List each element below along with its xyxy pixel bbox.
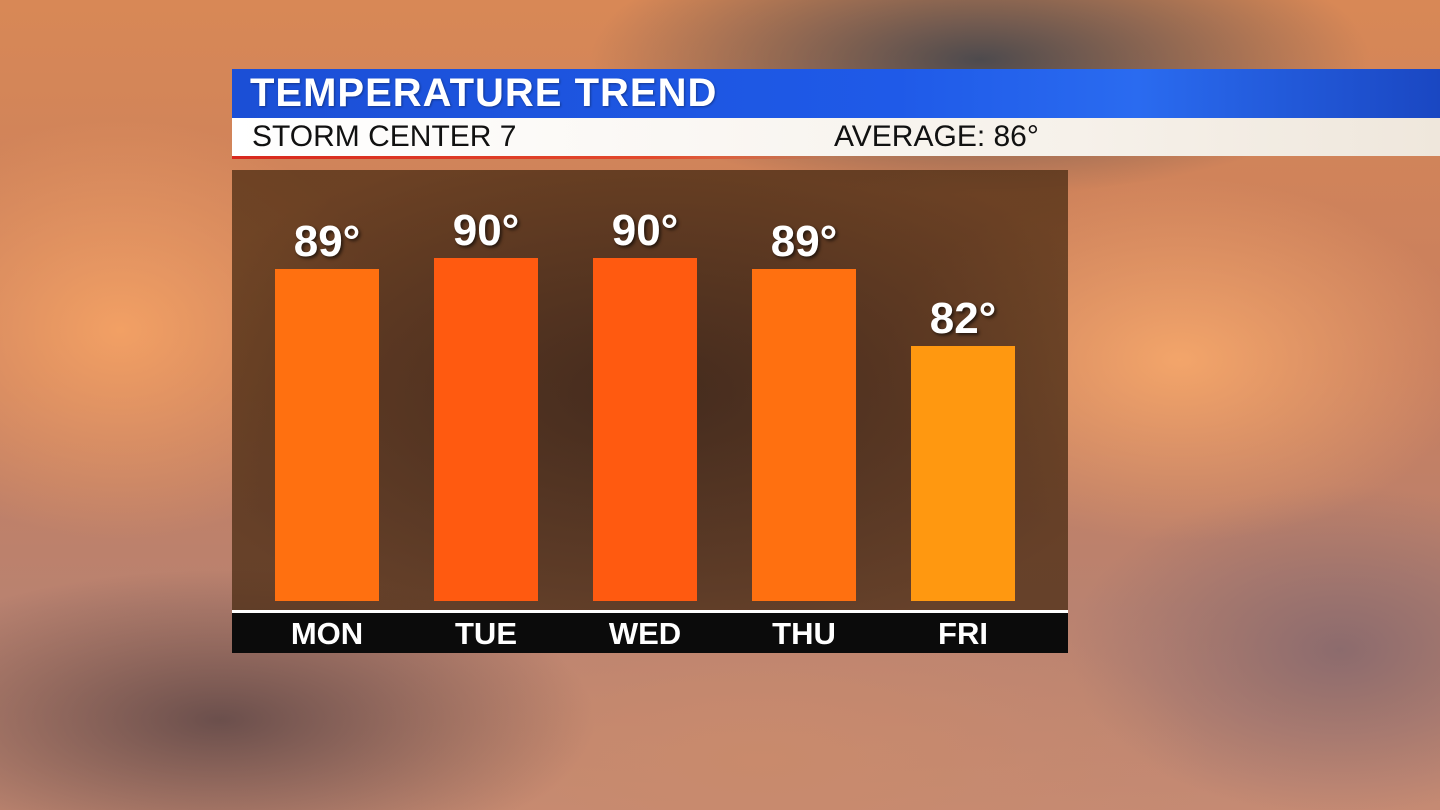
bar-thu — [752, 269, 856, 601]
day-label-tue: TUE — [455, 616, 517, 651]
page-title: TEMPERATURE TREND — [250, 71, 718, 115]
value-label-wed: 90° — [611, 206, 679, 255]
bar-mon — [275, 269, 379, 601]
day-label-wed: WED — [608, 616, 682, 651]
chart-baseline — [232, 610, 1068, 613]
subheader-bar — [232, 118, 1440, 156]
value-label-mon: 89° — [293, 217, 361, 266]
day-label-fri: FRI — [938, 616, 988, 651]
value-label-thu: 89° — [770, 217, 838, 266]
bar-tue — [434, 258, 538, 601]
header-bar — [232, 69, 1440, 118]
value-label-tue: 90° — [452, 206, 520, 255]
accent-divider — [232, 156, 832, 159]
day-label-mon: MON — [290, 616, 364, 651]
bar-fri — [911, 346, 1015, 601]
day-label-thu: THU — [772, 616, 836, 651]
average-label: AVERAGE: 86° — [834, 120, 1039, 153]
x-axis-band — [232, 613, 1068, 653]
value-label-fri: 82° — [929, 294, 997, 343]
station-label: STORM CENTER 7 — [252, 120, 517, 153]
bar-wed — [593, 258, 697, 601]
